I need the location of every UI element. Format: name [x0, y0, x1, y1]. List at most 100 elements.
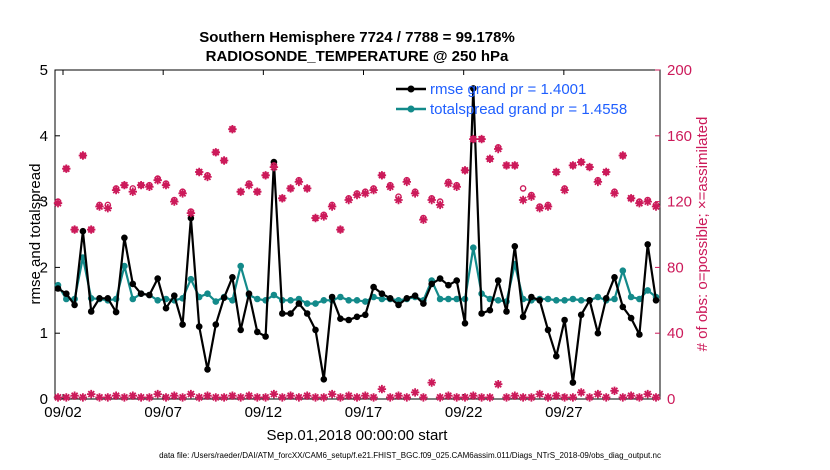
rmse-point [611, 274, 618, 281]
obs-assimilated-marker [477, 134, 486, 144]
obs-assimilated-marker [427, 195, 436, 205]
totalspread-point [312, 300, 319, 307]
rmse-point [287, 310, 294, 317]
totalspread-point [154, 297, 161, 304]
obs-bottom-marker [444, 391, 453, 400]
obs-assimilated-marker [460, 166, 470, 175]
y-axis-right: 0 40 80 120 160 200 [655, 62, 692, 408]
obs-assimilated-marker [261, 171, 270, 180]
obs-assimilated-marker [419, 215, 428, 224]
obs-bottom-marker [269, 389, 279, 399]
rmse-point [386, 295, 394, 302]
obs-bottom-marker [651, 393, 661, 402]
obs-assimilated-marker [585, 162, 594, 172]
rmse-point [644, 241, 651, 248]
obs-assimilated-marker [377, 171, 387, 180]
obs-bottom-marker [211, 393, 220, 402]
obs-assimilated-marker [435, 200, 445, 210]
y-tick-label-left: 2 [40, 259, 48, 276]
obs-assimilated-marker [161, 181, 171, 190]
rmse-point [54, 285, 62, 292]
obs-assimilated-marker [510, 161, 519, 170]
obs-bottom-marker [153, 389, 162, 399]
rmse-point [229, 274, 236, 281]
y-tick-label-left: 3 [40, 194, 48, 211]
totalspread-point [253, 295, 261, 303]
obs-bottom-marker [70, 391, 79, 400]
totalspread-point [577, 297, 585, 304]
obs-bottom-marker [261, 393, 270, 402]
rmse-point [453, 277, 461, 284]
rmse-point [470, 85, 477, 92]
totalspread-point [561, 297, 568, 304]
obs-assimilated-marker [236, 187, 245, 196]
obs-assimilated-marker [286, 184, 295, 193]
rmse-point [553, 352, 560, 360]
obs-bottom-marker [643, 389, 652, 399]
totalspread-point [287, 297, 294, 304]
rmse-point [519, 313, 527, 321]
obs-assimilated-marker [535, 204, 544, 213]
rmse-point [494, 277, 502, 284]
rmse-point [71, 301, 78, 309]
obs-assimilated-marker [352, 190, 362, 200]
obs-bottom-marker [62, 393, 71, 402]
y-tick-label-right: 80 [667, 259, 684, 276]
obs-bottom-marker [435, 393, 445, 402]
obs-bottom-marker [161, 393, 171, 402]
obs-bottom-marker [469, 391, 478, 400]
obs-assimilated-marker [311, 213, 320, 223]
obs-assimilated-marker [294, 177, 304, 187]
obs-bottom-marker [294, 393, 304, 402]
rmse-point [154, 275, 161, 282]
obs-bottom-marker [419, 393, 428, 402]
rmse-point [212, 321, 220, 328]
obs-assimilated-marker [560, 185, 569, 195]
totalspread-point [470, 244, 477, 251]
rmse-point [544, 326, 552, 334]
obs-bottom-marker [136, 393, 146, 402]
totalspread-point [544, 295, 552, 303]
rmse-point [403, 295, 411, 302]
rmse-point [237, 326, 244, 334]
obs-bottom-marker [502, 393, 511, 402]
obs-bottom-marker [178, 393, 187, 402]
obs-assimilated-marker [62, 164, 71, 173]
obs-bottom-marker [552, 391, 561, 400]
rmse-point [362, 311, 369, 319]
obs-assimilated-marker [244, 181, 254, 190]
obs-assimilated-marker [518, 195, 528, 205]
obs-assimilated-marker [361, 189, 370, 198]
rmse-point [353, 313, 361, 321]
rmse-point [445, 281, 452, 289]
obs-bottom-marker [618, 393, 627, 402]
rmse-point [63, 290, 70, 298]
totalspread-point [303, 300, 311, 307]
obs-bottom-marker [361, 391, 370, 400]
rmse-point [146, 291, 153, 299]
totalspread-point [212, 298, 220, 305]
rmse-point [129, 280, 137, 288]
obs-assimilated-marker [344, 195, 353, 205]
rmse-point [511, 243, 519, 250]
rmse-line [57, 87, 658, 384]
obs-bottom-marker [336, 393, 345, 402]
obs-bottom-marker [352, 393, 362, 402]
obs-bottom-marker [228, 391, 237, 400]
obs-bottom-marker [186, 389, 196, 399]
obs-assimilated-marker [593, 177, 603, 187]
obs-assimilated-marker [643, 197, 652, 206]
obs-assimilated-marker [336, 225, 345, 234]
obs-bottom-marker [111, 391, 121, 400]
totalspread-point [395, 297, 402, 304]
rmse-point [486, 306, 494, 314]
obs-possible-marker [519, 185, 527, 192]
totalspread-point [187, 275, 195, 283]
rmse-point [586, 297, 593, 304]
obs-bottom-marker [477, 393, 486, 402]
obs-assimilated-marker [153, 176, 162, 185]
totalspread-point [204, 290, 211, 298]
obs-bottom-marker [386, 393, 395, 402]
x-tick-label: 09/22 [445, 404, 483, 421]
